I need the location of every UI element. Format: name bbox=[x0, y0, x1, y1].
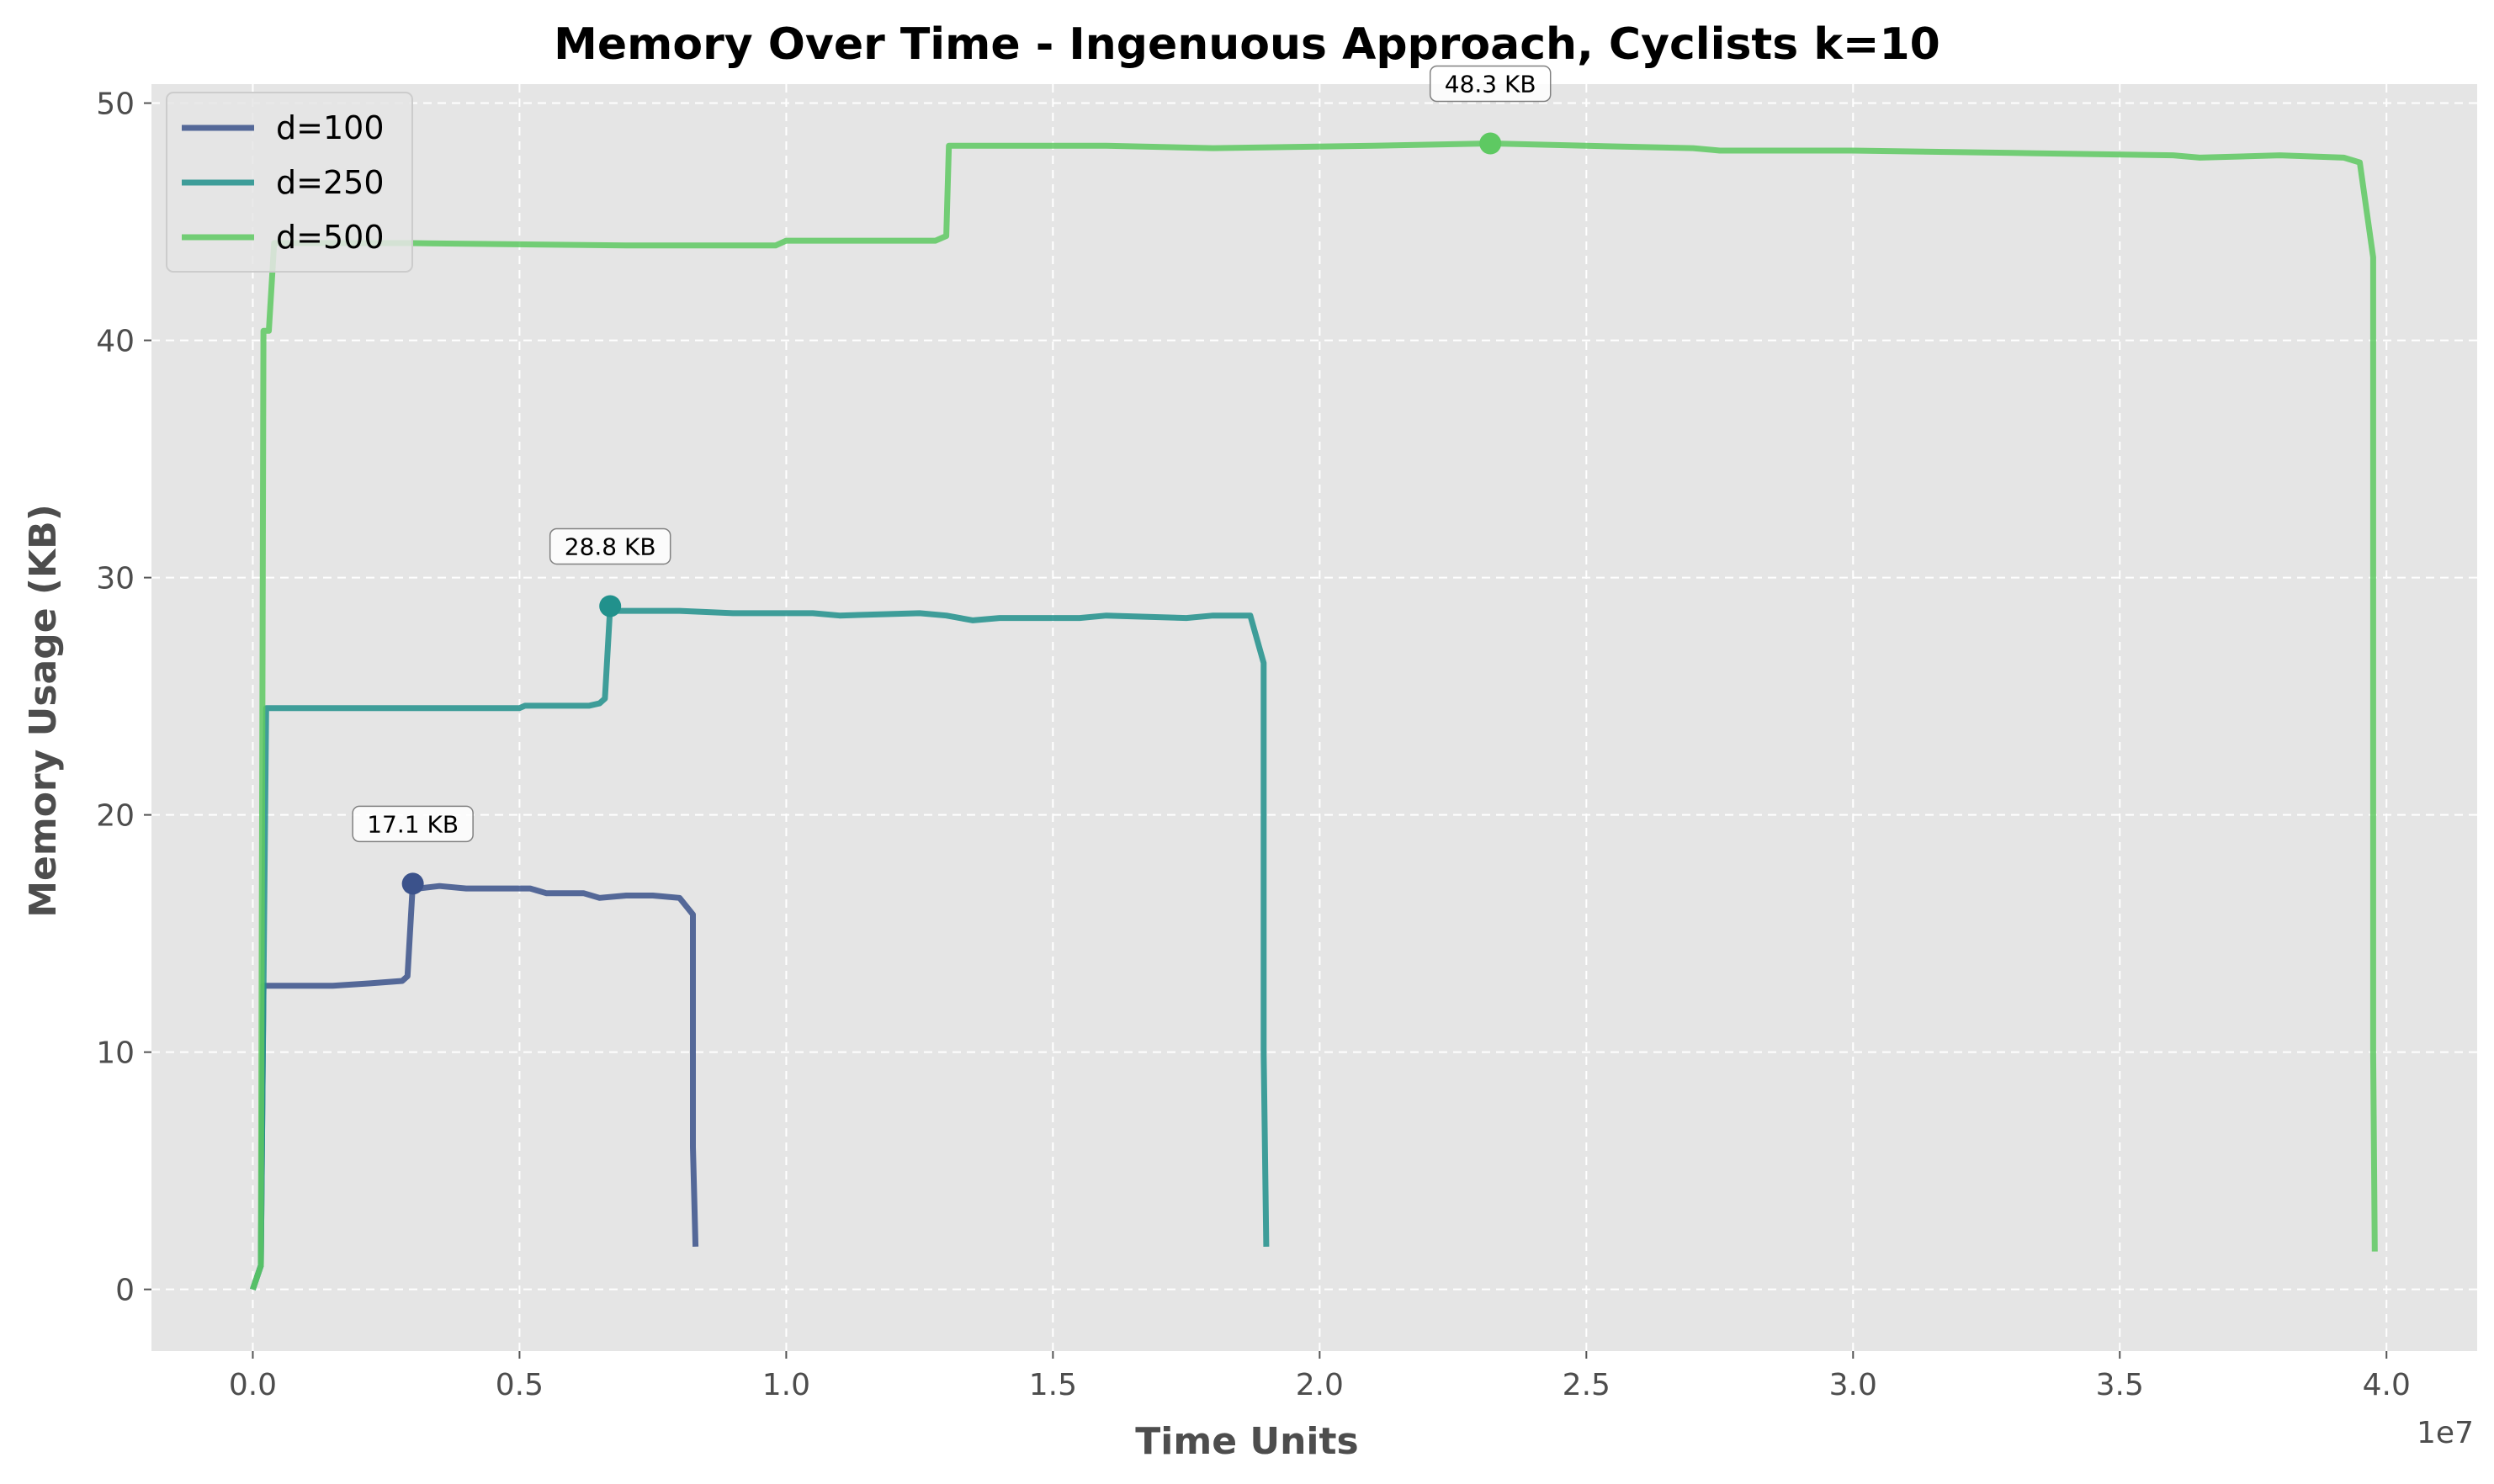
legend-label: d=100 bbox=[276, 109, 385, 146]
plot-area bbox=[151, 84, 2477, 1351]
peak-label-box bbox=[352, 805, 474, 843]
x-tick-label: 4.0 bbox=[2363, 1368, 2411, 1402]
peak-label-box bbox=[1429, 65, 1552, 103]
x-tick-label: 2.5 bbox=[1563, 1368, 1610, 1402]
peak-marker bbox=[1479, 132, 1502, 155]
x-tick-label: 1.5 bbox=[1029, 1368, 1077, 1402]
chart-title: Memory Over Time - Ingenuous Approach, C… bbox=[554, 19, 1940, 70]
legend-label: d=500 bbox=[276, 219, 385, 256]
x-tick-label: 0.0 bbox=[229, 1368, 277, 1402]
peak-marker bbox=[401, 872, 424, 895]
y-tick-label: 0 bbox=[115, 1274, 135, 1308]
legend-box bbox=[166, 92, 413, 273]
legend-label: d=250 bbox=[276, 164, 385, 201]
x-tick-label: 3.0 bbox=[1829, 1368, 1877, 1402]
annotations: 17.1 KB 28.8 KB 48.3 KB bbox=[352, 65, 1552, 895]
ticks: 0.0 0.5 1.0 1.5 2.0 2.5 3.0 3.5 4.0 0 10 20 30 40 50 bbox=[96, 87, 2411, 1402]
x-tick-label: 0.5 bbox=[496, 1368, 544, 1402]
x-tick-label: 1.0 bbox=[762, 1368, 810, 1402]
legend: d=100 d=250 d=500 bbox=[166, 92, 413, 273]
y-tick-label: 40 bbox=[96, 325, 135, 359]
y-tick-label: 10 bbox=[96, 1036, 135, 1071]
y-tick-label: 30 bbox=[96, 562, 135, 596]
series-line-d=100 bbox=[250, 880, 699, 1291]
peak-label-box bbox=[549, 527, 671, 565]
y-axis-label: Memory Usage (KB) bbox=[22, 504, 65, 918]
peak-label: 28.8 KB bbox=[565, 533, 656, 560]
peak-label: 48.3 KB bbox=[1445, 71, 1536, 98]
x-axis-scale-label: 1e7 bbox=[2417, 1416, 2474, 1450]
x-axis-label: Time Units bbox=[1135, 1420, 1358, 1463]
y-tick-label: 50 bbox=[96, 87, 135, 122]
grid bbox=[151, 84, 2477, 1351]
series-line-d=250 bbox=[250, 602, 1270, 1291]
x-tick-label: 3.5 bbox=[2096, 1368, 2144, 1402]
peak-marker bbox=[599, 595, 622, 617]
x-tick-label: 2.0 bbox=[1296, 1368, 1344, 1402]
y-tick-label: 20 bbox=[96, 799, 135, 834]
peak-label: 17.1 KB bbox=[367, 810, 459, 838]
